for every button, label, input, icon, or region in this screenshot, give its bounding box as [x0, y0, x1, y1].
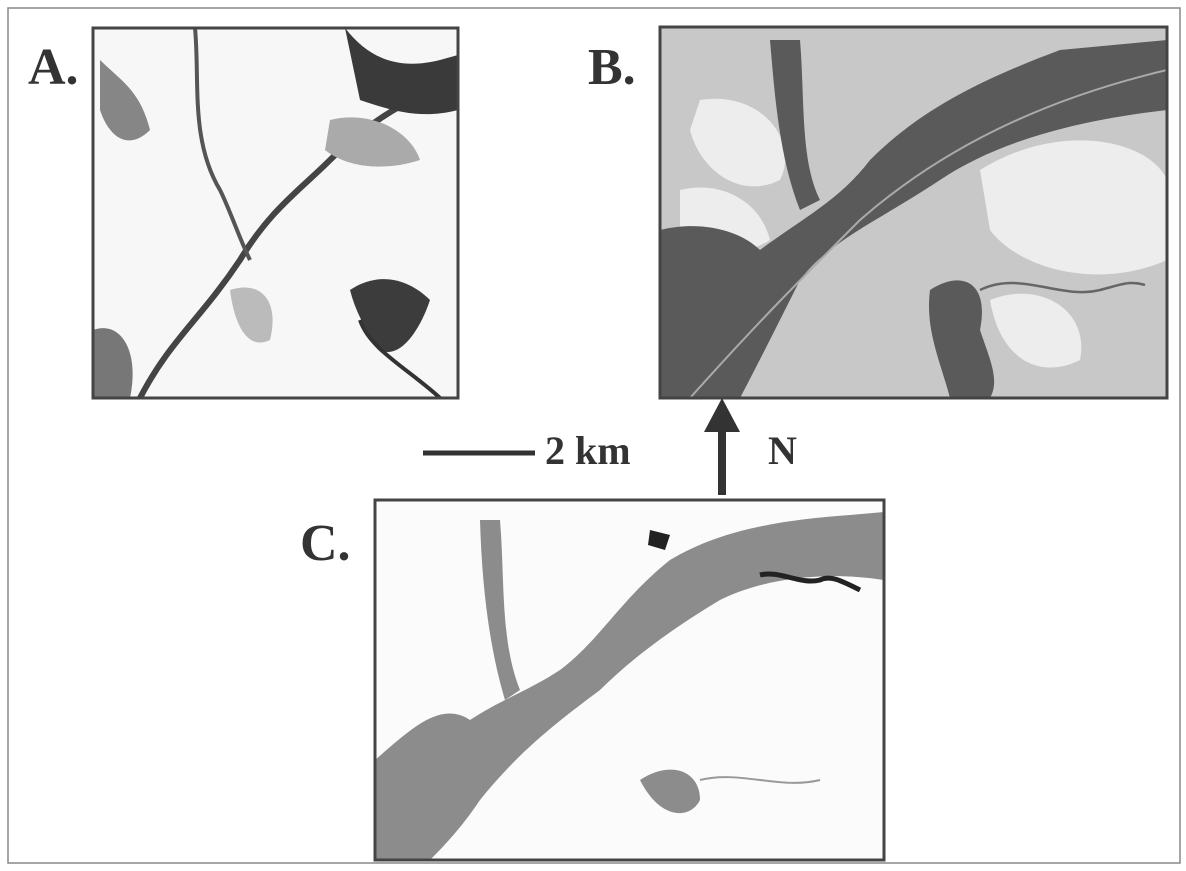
- page: {"panels": [{"label": "A."}, {"label": "…: [0, 0, 1186, 871]
- north-label: N: [768, 428, 797, 473]
- map-panel-a: [93, 28, 458, 398]
- panel-label: A.: [28, 39, 79, 96]
- scale-label: 2 km: [545, 428, 631, 473]
- panel-label: B.: [588, 39, 636, 96]
- map-panel-c: [375, 500, 884, 860]
- figure: A. B. C. 2 km N: [0, 0, 1186, 871]
- panel-label: C.: [300, 515, 351, 572]
- map-panel-b: [660, 27, 1167, 398]
